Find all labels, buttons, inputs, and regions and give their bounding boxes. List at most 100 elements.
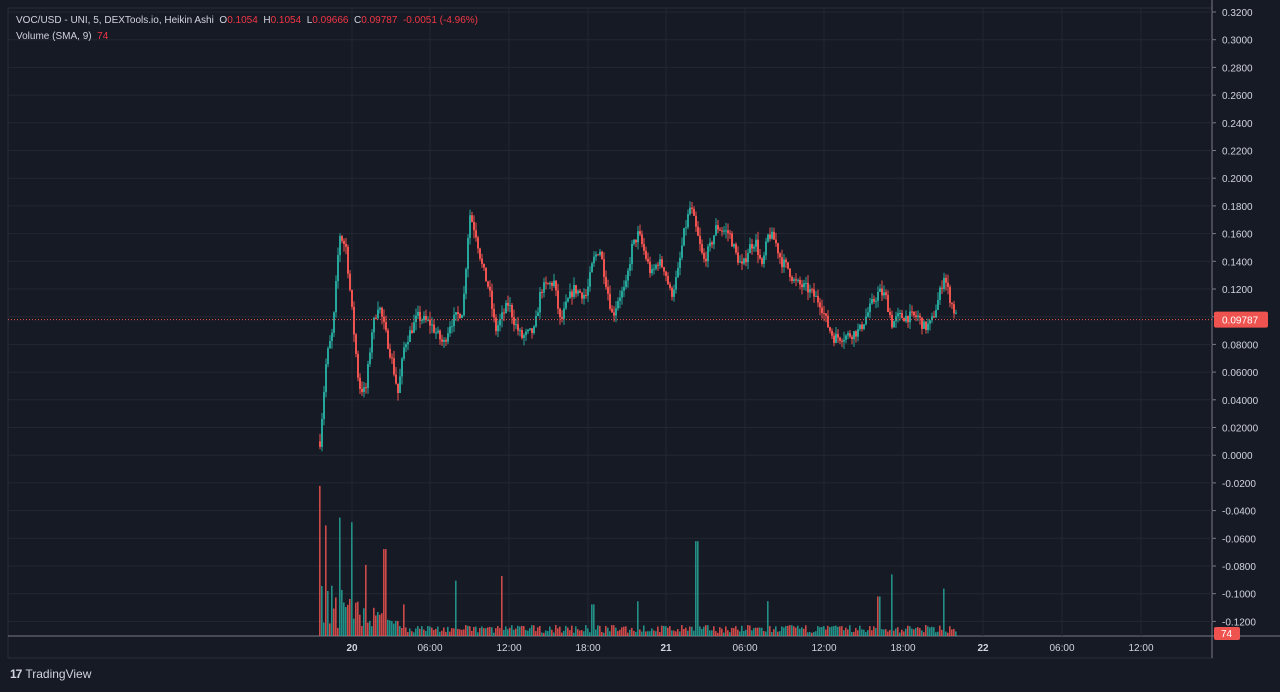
candle-body	[487, 281, 489, 287]
candle-body	[821, 307, 823, 314]
candle-body	[459, 313, 461, 319]
volume-bar	[593, 604, 595, 636]
volume-bar	[323, 622, 325, 636]
volume-bar	[909, 626, 911, 636]
candle-body	[587, 286, 589, 296]
volume-bar	[811, 632, 813, 636]
candle-body	[559, 308, 561, 318]
candle-body	[851, 336, 853, 340]
volume-bar	[921, 630, 923, 636]
volume-bar	[887, 631, 889, 636]
volume-bar	[859, 625, 861, 636]
volume-bar	[865, 632, 867, 636]
volume-bar	[535, 631, 537, 636]
volume-bar	[913, 629, 915, 636]
volume-bar	[505, 626, 507, 636]
volume-bar	[379, 614, 381, 636]
candle-body	[893, 321, 895, 328]
volume-bar	[747, 625, 749, 636]
volume-bar	[703, 626, 705, 636]
volume-bar	[739, 631, 741, 636]
y-tick-label: 0.0000	[1222, 451, 1253, 462]
volume-bar	[719, 627, 721, 636]
candle-body	[325, 364, 327, 393]
candle-body	[689, 207, 691, 215]
volume-bar	[755, 627, 757, 636]
candle-body	[341, 236, 343, 241]
candle-body	[909, 311, 911, 323]
volume-bar	[495, 628, 497, 636]
candle-body	[901, 312, 903, 319]
candle-body	[809, 289, 811, 293]
volume-bar	[683, 629, 685, 636]
candle-body	[647, 258, 649, 262]
candle-body	[471, 215, 473, 222]
volume-bar	[559, 626, 561, 636]
candle-body	[549, 282, 551, 285]
candle-body	[717, 225, 719, 230]
candle-body	[773, 231, 775, 240]
volume-bar	[349, 599, 351, 636]
volume-bar	[711, 630, 713, 636]
volume-bar	[621, 627, 623, 636]
candle-body	[339, 236, 341, 256]
candle-body	[485, 267, 487, 282]
candle-body	[603, 259, 605, 277]
volume-bar	[653, 630, 655, 636]
candle-body	[357, 353, 359, 378]
candle-body	[749, 244, 751, 254]
candle-body	[867, 312, 869, 317]
candle-body	[447, 333, 449, 342]
volume-bar	[451, 628, 453, 636]
candle-body	[601, 251, 603, 260]
volume-bar	[575, 626, 577, 636]
volume-bar	[631, 627, 633, 636]
volume-bar	[439, 631, 441, 636]
candle-body	[873, 299, 875, 302]
volume-bar	[359, 614, 361, 636]
volume-bar	[919, 628, 921, 636]
volume-bar	[483, 628, 485, 636]
volume-bar	[639, 629, 641, 636]
volume-bar	[717, 632, 719, 636]
volume-bar	[655, 631, 657, 636]
volume-bar	[689, 626, 691, 636]
candle-body	[505, 302, 507, 314]
candle-body	[373, 317, 375, 333]
candle-body	[585, 294, 587, 296]
volume-bar	[421, 626, 423, 636]
candle-body	[423, 315, 425, 321]
candle-body	[789, 268, 791, 278]
candle-body	[699, 235, 701, 245]
volume-bar	[599, 625, 601, 636]
volume-bar	[861, 629, 863, 636]
candle-body	[787, 262, 789, 269]
symbol-label[interactable]: VOC/USD - UNI, 5, DEXTools.io, Heikin As…	[16, 15, 214, 26]
volume-bar	[447, 626, 449, 636]
tradingview-branding[interactable]: 17 TradingView	[10, 667, 91, 681]
y-tick-label: -0.1000	[1222, 590, 1256, 601]
y-tick-label: 0.04000	[1222, 396, 1259, 407]
candle-body	[941, 287, 943, 289]
volume-legend[interactable]: Volume (SMA, 9) 74	[16, 31, 108, 42]
volume-bar	[611, 625, 613, 636]
candle-body	[861, 324, 863, 329]
volume-bar	[567, 627, 569, 636]
volume-bar	[823, 626, 825, 636]
volume-bar	[547, 631, 549, 636]
volume-bar	[353, 618, 355, 636]
volume-bar	[389, 620, 391, 636]
candle-body	[849, 333, 851, 337]
x-tick-label: 06:00	[732, 643, 757, 654]
volume-bar	[775, 626, 777, 636]
volume-bar	[787, 625, 789, 636]
brand-label: TradingView	[25, 667, 92, 681]
y-tick-label: 0.3200	[1222, 8, 1253, 19]
volume-bar	[723, 632, 725, 636]
volume-bar	[619, 629, 621, 636]
candle-body	[449, 326, 451, 334]
volume-bar	[615, 627, 617, 636]
candle-body	[775, 239, 777, 244]
candle-body	[783, 259, 785, 268]
